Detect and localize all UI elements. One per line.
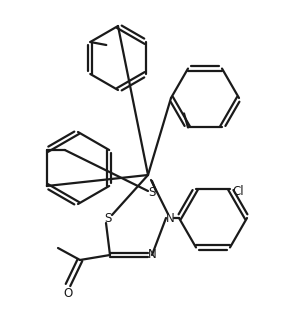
Text: Cl: Cl [232, 185, 244, 198]
Text: S: S [148, 187, 156, 199]
Text: N: N [166, 212, 174, 224]
Text: O: O [63, 287, 73, 300]
Text: S: S [104, 212, 112, 224]
Text: N: N [147, 248, 157, 262]
